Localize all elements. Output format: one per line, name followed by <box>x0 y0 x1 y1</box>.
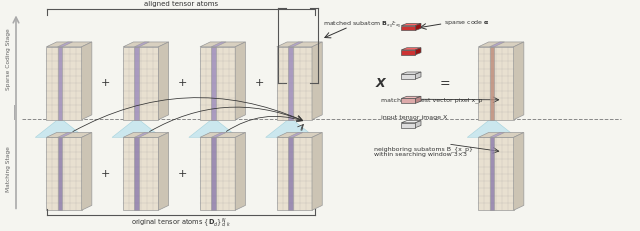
Polygon shape <box>134 137 139 210</box>
Polygon shape <box>236 133 246 210</box>
Polygon shape <box>479 47 514 120</box>
Polygon shape <box>277 137 312 210</box>
Polygon shape <box>490 42 504 47</box>
Polygon shape <box>288 47 292 120</box>
Polygon shape <box>58 42 72 47</box>
Polygon shape <box>47 133 92 137</box>
Text: sparse code $\mathbf{\alpha}$: sparse code $\mathbf{\alpha}$ <box>444 18 490 27</box>
Polygon shape <box>211 133 226 137</box>
Polygon shape <box>401 48 421 50</box>
Polygon shape <box>415 72 421 79</box>
Text: X: X <box>376 77 386 90</box>
Polygon shape <box>134 47 139 120</box>
Text: neighboring subatoms B_{x_p}
within searching window 3×3: neighboring subatoms B_{x_p} within sear… <box>374 146 474 158</box>
Polygon shape <box>236 42 246 120</box>
Polygon shape <box>479 133 524 137</box>
Text: matched subatom $\mathbf{B}_{x_0}\hat{c}_{x_0}$: matched subatom $\mathbf{B}_{x_0}\hat{c}… <box>323 20 401 30</box>
Polygon shape <box>200 133 246 137</box>
Polygon shape <box>490 47 494 120</box>
Polygon shape <box>514 42 524 120</box>
Polygon shape <box>82 42 92 120</box>
Polygon shape <box>479 42 524 47</box>
Text: aligned tensor atoms: aligned tensor atoms <box>144 1 218 7</box>
Polygon shape <box>266 120 315 137</box>
Polygon shape <box>58 133 72 137</box>
Polygon shape <box>200 42 246 47</box>
Polygon shape <box>211 42 226 47</box>
Polygon shape <box>159 133 169 210</box>
Polygon shape <box>200 137 236 210</box>
Polygon shape <box>467 120 516 137</box>
Polygon shape <box>415 23 421 30</box>
Polygon shape <box>189 120 238 137</box>
Polygon shape <box>401 23 421 26</box>
Polygon shape <box>401 26 415 30</box>
Polygon shape <box>415 121 421 128</box>
Polygon shape <box>47 47 82 120</box>
Polygon shape <box>200 47 236 120</box>
Polygon shape <box>123 137 159 210</box>
Polygon shape <box>415 48 421 55</box>
Polygon shape <box>123 133 169 137</box>
Polygon shape <box>401 96 421 98</box>
Polygon shape <box>288 42 303 47</box>
Polygon shape <box>490 133 504 137</box>
Polygon shape <box>123 42 169 47</box>
Text: +: + <box>178 78 187 88</box>
Polygon shape <box>415 96 421 103</box>
Polygon shape <box>277 47 312 120</box>
Polygon shape <box>211 47 216 120</box>
Text: Sparse Coding Stage: Sparse Coding Stage <box>6 28 11 90</box>
Polygon shape <box>47 137 82 210</box>
Polygon shape <box>277 133 323 137</box>
Polygon shape <box>134 42 149 47</box>
Text: +: + <box>101 169 110 179</box>
Polygon shape <box>401 72 421 74</box>
Polygon shape <box>401 50 415 55</box>
Text: input tensor image X: input tensor image X <box>381 115 447 120</box>
Polygon shape <box>401 121 421 123</box>
Text: =: = <box>440 77 450 90</box>
Text: original tensor atoms $\{\mathbf{D}_d\}^N_{d,k}$: original tensor atoms $\{\mathbf{D}_d\}^… <box>131 217 231 230</box>
Polygon shape <box>112 120 161 137</box>
Polygon shape <box>159 42 169 120</box>
Text: +: + <box>178 169 187 179</box>
Polygon shape <box>401 123 415 128</box>
Polygon shape <box>35 120 84 137</box>
Polygon shape <box>401 98 415 103</box>
Polygon shape <box>58 137 62 210</box>
Polygon shape <box>47 42 92 47</box>
Polygon shape <box>82 133 92 210</box>
Polygon shape <box>58 47 62 120</box>
Text: +: + <box>255 78 264 88</box>
Polygon shape <box>401 74 415 79</box>
Polygon shape <box>123 47 159 120</box>
Polygon shape <box>288 133 303 137</box>
Polygon shape <box>312 133 323 210</box>
Polygon shape <box>312 42 323 120</box>
Polygon shape <box>288 137 292 210</box>
Polygon shape <box>490 137 494 210</box>
Text: match with test vector pixel x_p: match with test vector pixel x_p <box>381 97 482 103</box>
Polygon shape <box>514 133 524 210</box>
Polygon shape <box>277 42 323 47</box>
Polygon shape <box>479 137 514 210</box>
Polygon shape <box>211 137 216 210</box>
Text: +: + <box>101 78 110 88</box>
Text: Matching Stage: Matching Stage <box>6 146 11 192</box>
Polygon shape <box>134 133 149 137</box>
